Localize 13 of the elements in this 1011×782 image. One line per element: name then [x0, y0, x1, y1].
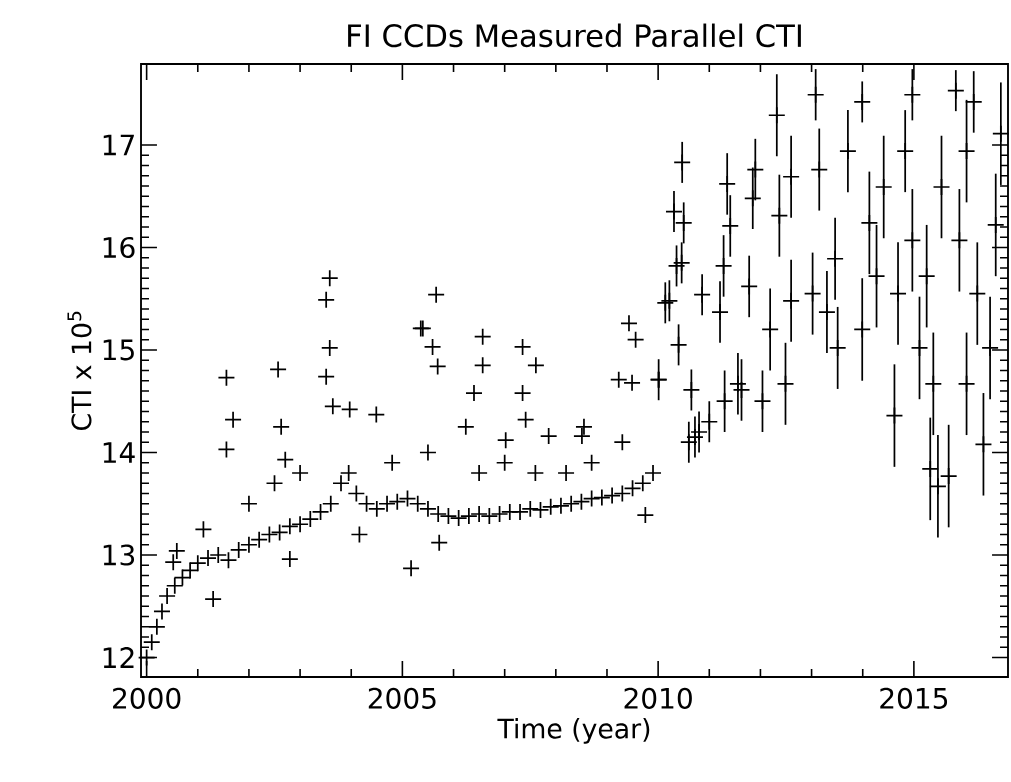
- x-tick-label: 2015: [880, 687, 948, 709]
- y-tick-label: 14: [103, 442, 135, 463]
- y-tick-label: 17: [103, 134, 134, 156]
- y-tick-label: 12: [103, 647, 134, 668]
- chart-title: FI CCDs Measured Parallel CTI: [348, 23, 801, 48]
- y-tick-label: 13: [103, 544, 135, 566]
- y-tick-label: 15: [103, 339, 134, 361]
- x-axis-title: Time (year): [497, 718, 650, 744]
- x-tick-label: 2010: [624, 687, 692, 709]
- x-tick-label: 2000: [113, 687, 181, 709]
- x-tick-label: 2005: [368, 687, 436, 709]
- y-axis-title: CTI x 10$^{5}$: [67, 311, 92, 430]
- y-tick-label: 16: [103, 236, 135, 259]
